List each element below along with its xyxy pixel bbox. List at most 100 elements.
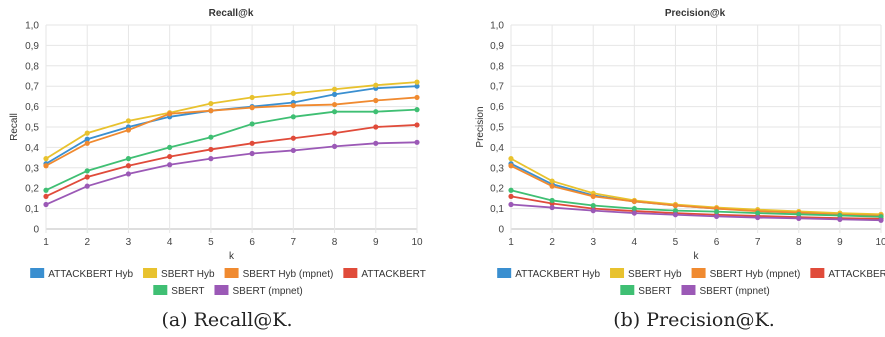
x-tick-label: 6 — [249, 237, 255, 248]
legend-swatch — [620, 285, 635, 295]
legend-item[interactable]: ATTACKBERT — [810, 268, 885, 280]
data-point — [549, 197, 555, 204]
chart-title: Precision@k — [665, 8, 726, 19]
precision-chart-panel: Precision@k 0 0,1 0,2 0,3 0,4 0,5 0,6 0,7 0,8 0,9 1… — [475, 8, 885, 331]
data-point — [373, 82, 379, 88]
legend-label: SBERT — [638, 286, 671, 297]
data-point — [414, 79, 420, 85]
y-tick-label: 0,7 — [25, 82, 39, 93]
y-tick-label: 0,5 — [25, 123, 39, 134]
data-point — [414, 83, 420, 89]
legend-swatch — [343, 268, 358, 278]
legend-label: SBERT Hyb (mpnet) — [710, 269, 801, 280]
series-line — [510, 195, 882, 220]
series-attackbert-hyb — [43, 83, 420, 167]
legend-label: ATTACKBERT Hyb — [48, 269, 133, 280]
data-point — [84, 174, 90, 180]
data-point — [208, 134, 214, 140]
y-tick-label: 0,9 — [490, 41, 504, 52]
legend-item[interactable]: SBERT Hyb — [610, 268, 682, 280]
data-point — [755, 210, 761, 216]
y-tick-label: 0,7 — [490, 82, 504, 93]
x-tick-label: 9 — [373, 237, 379, 248]
data-point — [672, 202, 679, 209]
data-point — [590, 208, 596, 214]
y-tick-label: 0,8 — [490, 61, 504, 72]
legend-item[interactable]: SBERT (mpnet) — [214, 285, 303, 297]
series-line — [45, 124, 418, 198]
legend-label: ATTACKBERT — [361, 269, 425, 280]
legend-item[interactable]: SBERT Hyb (mpnet) — [224, 268, 334, 280]
series-line — [510, 203, 882, 222]
y-tick-label: 0,1 — [490, 204, 504, 215]
data-point — [208, 156, 214, 162]
data-point — [631, 210, 637, 216]
x-tick-label: 1 — [508, 237, 514, 248]
legend-swatch — [497, 268, 512, 278]
data-point — [414, 139, 420, 145]
legend-item[interactable]: SBERT — [620, 285, 671, 297]
data-point — [249, 105, 255, 111]
data-point — [84, 168, 90, 174]
data-point — [43, 187, 49, 193]
data-point — [43, 156, 49, 162]
legend-item[interactable]: ATTACKBERT Hyb — [497, 268, 600, 280]
legend-item[interactable]: SBERT Hyb — [143, 268, 215, 280]
series-line — [45, 81, 418, 160]
legend-label: ATTACKBERT Hyb — [515, 269, 600, 280]
data-point — [373, 140, 379, 146]
legend-swatch — [30, 268, 45, 278]
data-point — [631, 198, 637, 205]
legend-item[interactable]: SBERT (mpnet) — [681, 285, 770, 297]
series-attackbert — [43, 122, 420, 199]
y-tick-label: 0,2 — [25, 184, 39, 195]
data-point — [508, 163, 514, 169]
x-tick-label: 7 — [755, 237, 761, 248]
x-tick-label: 9 — [837, 237, 843, 248]
data-point — [208, 100, 214, 107]
legend-item[interactable]: ATTACKBERT — [343, 268, 426, 280]
data-point — [796, 211, 802, 217]
data-point — [249, 121, 255, 127]
y-axis-label: Precision — [475, 106, 486, 147]
data-point — [549, 183, 555, 189]
data-point — [84, 183, 90, 189]
series-sbert-hyb — [43, 79, 420, 162]
data-point — [837, 216, 843, 223]
x-tick-label: 3 — [590, 237, 596, 248]
data-point — [249, 140, 255, 146]
y-tick-label: 1,0 — [25, 21, 39, 32]
data-point — [508, 156, 514, 162]
data-point — [414, 94, 420, 101]
x-tick-label: 7 — [291, 237, 297, 248]
legend-item[interactable]: SBERT — [153, 285, 204, 297]
legend-label: SBERT (mpnet) — [232, 286, 302, 297]
legend-label: ATTACKBERT — [828, 269, 885, 280]
y-tick-label: 1,0 — [490, 21, 504, 32]
legend-row: SBERT SBERT (mpnet) — [153, 285, 303, 297]
data-point — [878, 217, 884, 223]
legend-label: SBERT (mpnet) — [699, 286, 769, 297]
legend-label: SBERT Hyb — [628, 269, 682, 280]
x-tick-label: 5 — [673, 237, 679, 248]
x-tick-label: 4 — [167, 237, 173, 248]
data-point — [43, 193, 49, 199]
x-tick-label: 10 — [875, 237, 885, 248]
data-point — [290, 114, 296, 120]
data-point — [373, 109, 379, 115]
y-tick-label: 0,8 — [25, 61, 39, 72]
data-point — [837, 212, 843, 219]
legend-row: SBERT SBERT (mpnet) — [620, 285, 770, 297]
legend-item[interactable]: SBERT Hyb (mpnet) — [691, 268, 801, 280]
data-point — [713, 209, 720, 215]
y-tick-label: 0,4 — [25, 143, 39, 154]
data-point — [208, 108, 214, 114]
legend-item[interactable]: ATTACKBERT Hyb — [30, 268, 133, 280]
data-point — [249, 150, 255, 157]
data-point — [84, 140, 90, 146]
data-point — [167, 144, 173, 150]
legend-swatch — [214, 285, 229, 295]
data-point — [249, 94, 255, 101]
x-tick-label: 5 — [208, 237, 214, 248]
data-point — [713, 213, 720, 219]
